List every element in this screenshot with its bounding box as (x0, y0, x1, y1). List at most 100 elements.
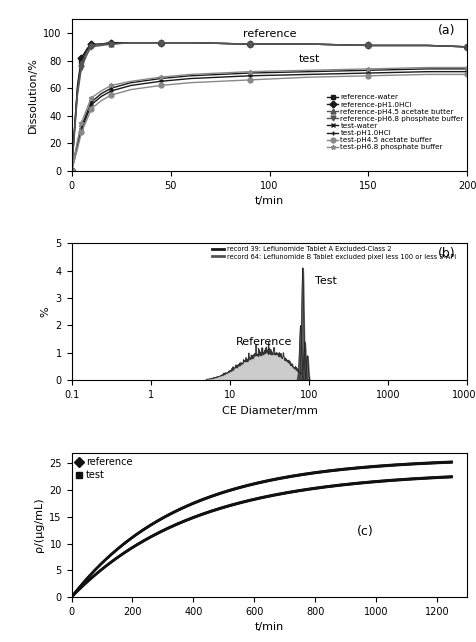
Line: reference-pH4.5 acetate butter: reference-pH4.5 acetate butter (69, 40, 469, 173)
test-water (464, 65, 469, 73)
test-water (79, 123, 84, 131)
test-pH6.8 phosphate buffer (88, 94, 94, 101)
test-pH6.8 phosphate buffer (464, 64, 469, 71)
Text: Test: Test (315, 276, 337, 286)
test-pH6.8 phosphate buffer (365, 65, 370, 73)
reference-pH6.8 phosphate buffer (306, 40, 311, 48)
test-water (84, 108, 90, 116)
reference-pH4.5 acetate butter (158, 39, 163, 47)
Line: test-pH1.0HCl: test-pH1.0HCl (69, 69, 469, 173)
Text: (c): (c) (356, 525, 373, 538)
reference-pH6.8 phosphate buffer (69, 167, 74, 175)
test-pH4.5 acetate buffer (424, 71, 430, 78)
reference-pH4.5 acetate butter (84, 47, 90, 55)
test-pH1.0HCl (108, 87, 114, 95)
reference-pH1.0HCl (84, 44, 90, 52)
reference-pH4.5 acetate butter (424, 42, 430, 49)
reference-pH4.5 acetate butter (69, 167, 74, 175)
test-pH6.8 phosphate buffer (247, 68, 252, 76)
test-pH4.5 acetate buffer (306, 73, 311, 81)
test-pH4.5 acetate buffer (74, 145, 80, 153)
Y-axis label: ρ/(μg/mL): ρ/(μg/mL) (34, 498, 44, 552)
test-pH1.0HCl (128, 82, 133, 89)
Line: reference-water: reference-water (69, 40, 469, 173)
test-pH6.8 phosphate buffer (69, 167, 74, 175)
test-pH4.5 acetate buffer (365, 72, 370, 80)
reference-pH1.0HCl (108, 39, 114, 47)
reference-pH6.8 phosphate buffer (108, 40, 114, 48)
reference-pH4.5 acetate butter (88, 42, 94, 49)
test-water (98, 90, 104, 98)
reference-pH4.5 acetate butter (128, 39, 133, 47)
Y-axis label: %: % (40, 306, 50, 317)
reference-water (69, 167, 74, 175)
reference-pH6.8 phosphate buffer (187, 39, 193, 47)
test-water (187, 72, 193, 80)
reference-pH1.0HCl (69, 167, 74, 175)
reference-pH6.8 phosphate buffer (79, 64, 84, 71)
test-pH6.8 phosphate buffer (158, 73, 163, 81)
reference-pH6.8 phosphate buffer (84, 50, 90, 58)
reference-water (306, 40, 311, 48)
reference-pH1.0HCl (365, 42, 370, 49)
test-pH1.0HCl (247, 72, 252, 80)
X-axis label: t/min: t/min (254, 196, 284, 206)
test-pH4.5 acetate buffer (187, 79, 193, 87)
test-water (306, 68, 311, 76)
reference-water (365, 42, 370, 49)
test-pH1.0HCl (187, 74, 193, 82)
reference-pH1.0HCl (79, 54, 84, 62)
Line: reference-pH6.8 phosphate buffer: reference-pH6.8 phosphate buffer (69, 40, 469, 173)
reference-pH4.5 acetate butter (365, 42, 370, 49)
reference-water (74, 84, 80, 92)
reference-pH1.0HCl (187, 39, 193, 47)
Text: (b): (b) (437, 247, 455, 260)
Y-axis label: Dissolution/%: Dissolution/% (28, 57, 38, 133)
test-pH1.0HCl (69, 167, 74, 175)
reference-pH6.8 phosphate buffer (128, 39, 133, 47)
test-pH4.5 acetate buffer (69, 167, 74, 175)
reference-pH6.8 phosphate buffer (365, 42, 370, 49)
reference-pH1.0HCl (98, 40, 104, 48)
test-pH4.5 acetate buffer (158, 82, 163, 89)
Line: test-water: test-water (69, 67, 469, 173)
reference-water (158, 39, 163, 47)
test-pH4.5 acetate buffer (79, 128, 84, 136)
Text: (a): (a) (437, 24, 455, 37)
reference-pH4.5 acetate butter (98, 40, 104, 48)
test-water (69, 167, 74, 175)
test-water (424, 65, 430, 73)
reference-water (128, 39, 133, 47)
test-pH6.8 phosphate buffer (79, 119, 84, 126)
test-pH4.5 acetate buffer (88, 105, 94, 113)
test-pH4.5 acetate buffer (128, 86, 133, 94)
test-pH6.8 phosphate buffer (98, 87, 104, 95)
test-pH6.8 phosphate buffer (306, 66, 311, 74)
Legend: reference, test: reference, test (76, 458, 132, 480)
test-pH1.0HCl (365, 69, 370, 77)
Legend: reference-water, reference-pH1.0HCl, reference-pH4.5 acetate butter, reference-p: reference-water, reference-pH1.0HCl, ref… (327, 94, 463, 150)
test-water (365, 66, 370, 74)
test-pH1.0HCl (158, 78, 163, 85)
reference-pH6.8 phosphate buffer (424, 42, 430, 49)
reference-pH1.0HCl (424, 42, 430, 49)
reference-pH4.5 acetate butter (74, 87, 80, 95)
reference-pH6.8 phosphate buffer (464, 43, 469, 51)
test-pH6.8 phosphate buffer (187, 71, 193, 78)
test-water (88, 98, 94, 106)
reference-water (247, 40, 252, 48)
reference-water (464, 43, 469, 51)
Line: test-pH4.5 acetate buffer: test-pH4.5 acetate buffer (69, 72, 469, 173)
Text: test: test (298, 54, 319, 64)
Line: test-pH6.8 phosphate buffer: test-pH6.8 phosphate buffer (69, 65, 469, 173)
Text: Reference: Reference (236, 336, 292, 347)
test-pH4.5 acetate buffer (464, 71, 469, 78)
reference-pH1.0HCl (464, 43, 469, 51)
reference-water (88, 42, 94, 49)
test-pH1.0HCl (98, 92, 104, 100)
reference-pH1.0HCl (247, 40, 252, 48)
reference-pH6.8 phosphate buffer (74, 91, 80, 99)
reference-pH4.5 acetate butter (464, 43, 469, 51)
test-pH6.8 phosphate buffer (74, 137, 80, 144)
test-water (108, 84, 114, 92)
